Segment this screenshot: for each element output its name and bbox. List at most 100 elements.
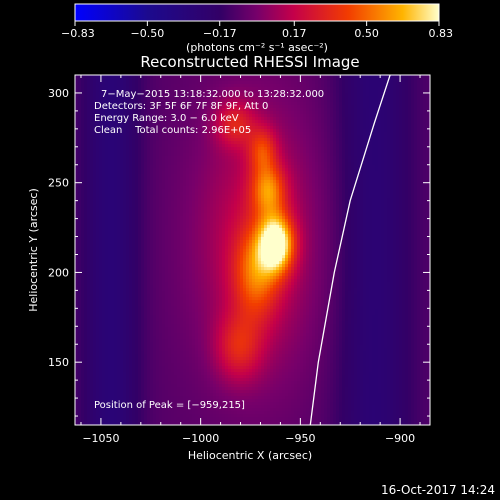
heatmap-cell-2871 — [120, 147, 124, 151]
heatmap-cell-3588 — [129, 165, 133, 169]
heatmap-cell-502 — [153, 87, 157, 91]
heatmap-cell-2552 — [234, 138, 238, 142]
heatmap-cell-4302 — [129, 183, 133, 187]
heatmap-cell-1371 — [261, 108, 265, 112]
heatmap-cell-1137 — [273, 102, 277, 106]
heatmap-cell-3057 — [321, 150, 325, 154]
heatmap-cell-719 — [90, 93, 94, 97]
heatmap-cell-651 — [243, 90, 247, 94]
heatmap-cell-2676 — [249, 141, 253, 145]
heatmap-cell-1597 — [225, 114, 229, 118]
heatmap-cell-2364 — [384, 132, 388, 136]
heatmap-cell-4158 — [411, 177, 415, 181]
heatmap-cell-1976 — [291, 123, 295, 127]
heatmap-cell-368 — [108, 84, 112, 88]
heatmap-cell-416 — [252, 84, 256, 88]
heatmap-cell-4858 — [369, 195, 373, 199]
heatmap-cell-4176 — [108, 180, 112, 184]
heatmap-cell-3904 — [363, 171, 367, 175]
heatmap-cell-4270 — [390, 180, 394, 184]
heatmap-cell-1220 — [165, 105, 169, 109]
heatmap-cell-2235 — [354, 129, 358, 133]
heatmap-cell-1678 — [111, 117, 115, 121]
heatmap-cell-3054 — [312, 150, 316, 154]
heatmap-cell-3260 — [216, 156, 220, 160]
heatmap-cell-2701 — [324, 141, 328, 145]
heatmap-cell-4734 — [354, 192, 358, 196]
heatmap-cell-2898 — [201, 147, 205, 151]
heatmap-cell-1064 — [411, 99, 415, 103]
heatmap-cell-2083 — [255, 126, 259, 130]
heatmap-cell-539 — [264, 87, 268, 91]
heatmap-cell-4894 — [120, 198, 124, 202]
heatmap-cell-4432 — [162, 186, 166, 190]
heatmap-cell-3038 — [264, 150, 268, 154]
heatmap-cell-3625 — [240, 165, 244, 169]
heatmap-cell-1034 — [321, 99, 325, 103]
heatmap-cell-1766 — [375, 117, 379, 121]
heatmap-cell-1590 — [204, 114, 208, 118]
heatmap-cell-1303 — [414, 105, 418, 109]
heatmap-cell-2724 — [393, 141, 397, 145]
heatmap-cell-2680 — [261, 141, 265, 145]
heatmap-cell-1987 — [324, 123, 328, 127]
heatmap-cell-1764 — [369, 117, 373, 121]
heatmap-cell-2043 — [135, 126, 139, 130]
heatmap-cell-1996 — [351, 123, 355, 127]
heatmap-cell-2912 — [243, 147, 247, 151]
heatmap-cell-534 — [249, 87, 253, 91]
heatmap-cell-2327 — [273, 132, 277, 136]
heatmap-cell-1274 — [327, 105, 331, 109]
heatmap-cell-1195 — [90, 105, 94, 109]
heatmap-cell-1444 — [123, 111, 127, 115]
heatmap-cell-3195 — [378, 153, 382, 157]
heatmap-cell-12 — [111, 75, 115, 79]
heatmap-cell-315 — [306, 81, 310, 85]
heatmap-cell-2209 — [276, 129, 280, 133]
heatmap-cell-3231 — [129, 156, 133, 160]
heatmap-cell-1241 — [228, 105, 232, 109]
heatmap-cell-402 — [210, 84, 214, 88]
heatmap-cell-4601 — [312, 189, 316, 193]
heatmap-cell-3025 — [225, 150, 229, 154]
heatmap-cell-4351 — [276, 183, 280, 187]
heatmap-cell-1172 — [378, 102, 382, 106]
heatmap-cell-463 — [393, 84, 397, 88]
heatmap-cell-2534 — [180, 138, 184, 142]
heatmap-cell-1883 — [369, 120, 373, 124]
heatmap-cell-1473 — [210, 111, 214, 115]
heatmap-cell-3550 — [372, 162, 376, 166]
heatmap-cell-3048 — [294, 150, 298, 154]
heatmap-cell-3086 — [408, 150, 412, 154]
heatmap-cell-3484 — [174, 162, 178, 166]
heatmap-cell-16 — [123, 75, 127, 79]
heatmap-cell-52 — [231, 75, 235, 79]
heatmap-cell-4792 — [171, 195, 175, 199]
heatmap-cell-521 — [210, 87, 214, 91]
heatmap-cell-4726 — [330, 192, 334, 196]
heatmap-cell-2264 — [84, 132, 88, 136]
heatmap-cell-680 — [330, 90, 334, 94]
heatmap-cell-2476 — [363, 135, 367, 139]
heatmap-cell-266 — [159, 81, 163, 85]
heatmap-cell-2540 — [198, 138, 202, 142]
heatmap-cell-598 — [84, 90, 88, 94]
heatmap-cell-1687 — [138, 117, 142, 121]
heatmap-cell-1899 — [417, 120, 421, 124]
heatmap-cell-2352 — [348, 132, 352, 136]
heatmap-cell-1173 — [381, 102, 385, 106]
heatmap-cell-745 — [168, 93, 172, 97]
heatmap-cell-1721 — [240, 117, 244, 121]
heatmap-cell-805 — [348, 93, 352, 97]
heatmap-cell-640 — [210, 90, 214, 94]
heatmap-cell-4287 — [84, 183, 88, 187]
heatmap-cell-1112 — [198, 102, 202, 106]
heatmap-cell-4628 — [393, 189, 397, 193]
heatmap-cell-4949 — [285, 198, 289, 202]
heatmap-cell-2097 — [297, 126, 301, 130]
heatmap-cell-1803 — [129, 120, 133, 124]
heatmap-cell-3205 — [408, 153, 412, 157]
heatmap-cell-1545 — [426, 111, 430, 115]
heatmap-cell-1659 — [411, 114, 415, 118]
heatmap-cell-3472 — [138, 162, 142, 166]
